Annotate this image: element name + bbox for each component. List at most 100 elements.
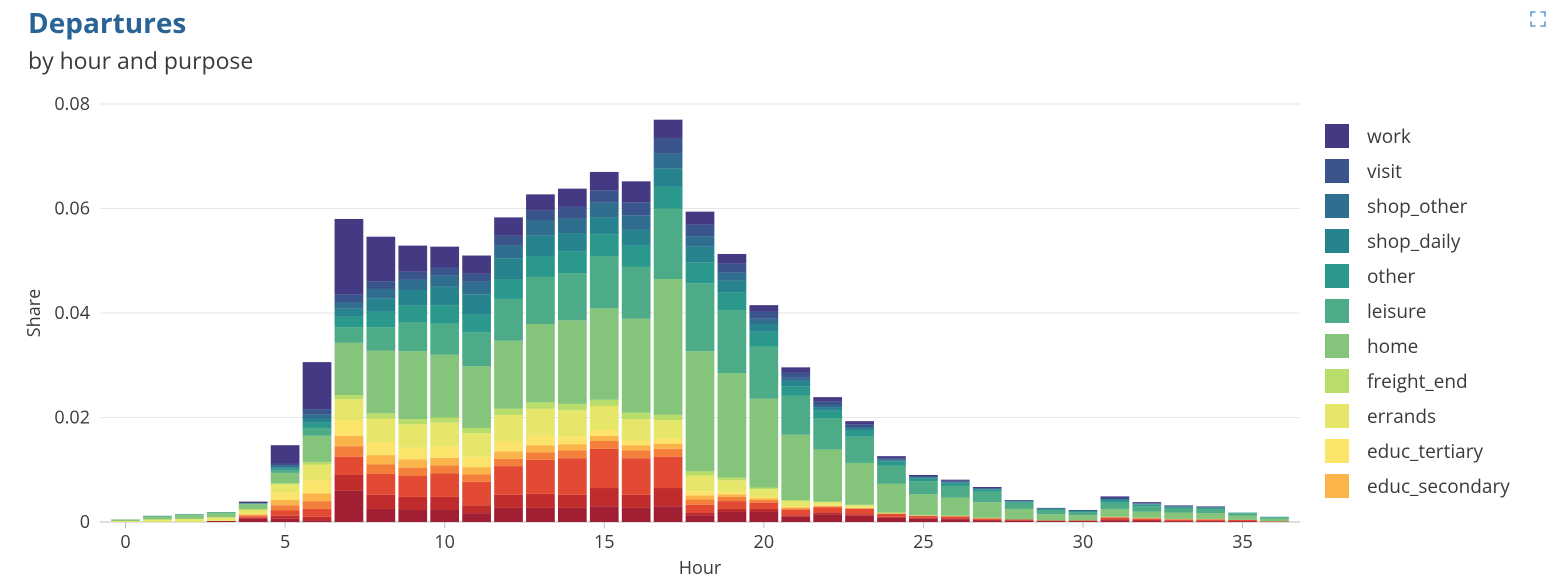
bar-segment[interactable]: [303, 419, 332, 423]
bar-segment[interactable]: [781, 373, 810, 378]
bar-segment[interactable]: [622, 445, 651, 450]
bar-segment[interactable]: [271, 473, 300, 483]
bar-segment[interactable]: [1132, 520, 1161, 521]
bar-segment[interactable]: [558, 458, 587, 495]
bar-segment[interactable]: [366, 289, 395, 298]
bar-segment[interactable]: [718, 512, 747, 522]
bar-segment[interactable]: [686, 283, 715, 351]
bar-segment[interactable]: [590, 203, 619, 218]
bar-segment[interactable]: [877, 458, 906, 460]
legend-item[interactable]: educ_secondary: [1325, 468, 1555, 503]
bar-segment[interactable]: [877, 456, 906, 458]
bar-segment[interactable]: [622, 266, 651, 318]
bar-segment[interactable]: [781, 435, 810, 500]
bar-segment[interactable]: [590, 436, 619, 441]
bar-segment[interactable]: [462, 474, 491, 481]
bar-segment[interactable]: [494, 495, 523, 508]
bar-segment[interactable]: [686, 500, 715, 505]
bar-segment[interactable]: [1005, 502, 1034, 503]
bar-segment[interactable]: [271, 445, 300, 463]
bar-segment[interactable]: [335, 317, 364, 327]
bar-segment[interactable]: [654, 187, 683, 209]
bar-segment[interactable]: [558, 233, 587, 251]
bar-segment[interactable]: [590, 506, 619, 522]
bar-segment[interactable]: [462, 513, 491, 522]
bar-segment[interactable]: [1037, 521, 1066, 522]
bar-segment[interactable]: [654, 506, 683, 522]
bar-segment[interactable]: [526, 460, 555, 494]
bar-segment[interactable]: [430, 423, 459, 447]
bar-segment[interactable]: [430, 466, 459, 474]
bar-segment[interactable]: [558, 251, 587, 273]
bar-segment[interactable]: [239, 515, 268, 516]
bar-segment[interactable]: [686, 471, 715, 475]
bar-segment[interactable]: [430, 355, 459, 418]
bar-segment[interactable]: [973, 489, 1002, 490]
bar-segment[interactable]: [813, 397, 842, 401]
bar-segment[interactable]: [271, 519, 300, 522]
bar-segment[interactable]: [1164, 505, 1193, 506]
bar-segment[interactable]: [462, 366, 491, 428]
bar-segment[interactable]: [526, 453, 555, 460]
bar-segment[interactable]: [335, 420, 364, 436]
bar-segment[interactable]: [526, 436, 555, 445]
bar-segment[interactable]: [271, 483, 300, 484]
bar-segment[interactable]: [398, 459, 427, 467]
bar-segment[interactable]: [877, 513, 906, 514]
bar-segment[interactable]: [1005, 501, 1034, 502]
bar-segment[interactable]: [239, 513, 268, 514]
bar-segment[interactable]: [366, 419, 395, 443]
bar-segment[interactable]: [813, 408, 842, 411]
bar-segment[interactable]: [909, 515, 938, 516]
bar-segment[interactable]: [813, 506, 842, 507]
bar-segment[interactable]: [590, 172, 619, 190]
bar-segment[interactable]: [175, 514, 204, 515]
bar-segment[interactable]: [781, 515, 810, 517]
bar-segment[interactable]: [1132, 506, 1161, 511]
bar-segment[interactable]: [877, 460, 906, 461]
bar-segment[interactable]: [558, 495, 587, 508]
bar-segment[interactable]: [813, 449, 842, 501]
bar-segment[interactable]: [973, 518, 1002, 520]
bar-segment[interactable]: [462, 457, 491, 467]
bar-segment[interactable]: [335, 343, 364, 395]
bar-segment[interactable]: [1196, 513, 1225, 519]
bar-segment[interactable]: [398, 290, 427, 306]
bar-segment[interactable]: [271, 500, 300, 505]
bar-segment[interactable]: [366, 237, 395, 281]
bar-segment[interactable]: [430, 458, 459, 466]
bar-segment[interactable]: [1069, 520, 1098, 521]
bar-segment[interactable]: [654, 279, 683, 415]
bar-segment[interactable]: [686, 236, 715, 246]
bar-segment[interactable]: [845, 424, 874, 427]
bar-segment[interactable]: [909, 475, 938, 476]
bar-segment[interactable]: [398, 272, 427, 280]
bar-segment[interactable]: [1196, 506, 1225, 507]
bar-segment[interactable]: [366, 442, 395, 455]
bar-segment[interactable]: [1164, 507, 1193, 508]
bar-segment[interactable]: [654, 120, 683, 138]
bar-segment[interactable]: [398, 510, 427, 522]
legend-item[interactable]: errands: [1325, 398, 1555, 433]
bar-segment[interactable]: [877, 460, 906, 461]
bar-segment[interactable]: [1005, 519, 1034, 520]
bar-segment[interactable]: [781, 501, 810, 506]
bar-segment[interactable]: [366, 351, 395, 414]
bar-segment[interactable]: [654, 154, 683, 169]
bar-segment[interactable]: [845, 428, 874, 430]
bar-segment[interactable]: [622, 495, 651, 508]
bar-segment[interactable]: [1132, 504, 1161, 505]
bar-segment[interactable]: [398, 468, 427, 476]
bar-segment[interactable]: [271, 470, 300, 473]
bar-segment[interactable]: [590, 234, 619, 256]
bar-segment[interactable]: [558, 218, 587, 233]
bar-segment[interactable]: [1196, 521, 1225, 522]
bar-segment[interactable]: [526, 256, 555, 277]
bar-segment[interactable]: [303, 493, 332, 501]
bar-segment[interactable]: [1132, 518, 1161, 520]
bar-segment[interactable]: [1037, 508, 1066, 509]
bar-segment[interactable]: [909, 516, 938, 518]
bar-segment[interactable]: [366, 298, 395, 311]
bar-segment[interactable]: [622, 230, 651, 246]
bar-segment[interactable]: [1228, 516, 1257, 520]
